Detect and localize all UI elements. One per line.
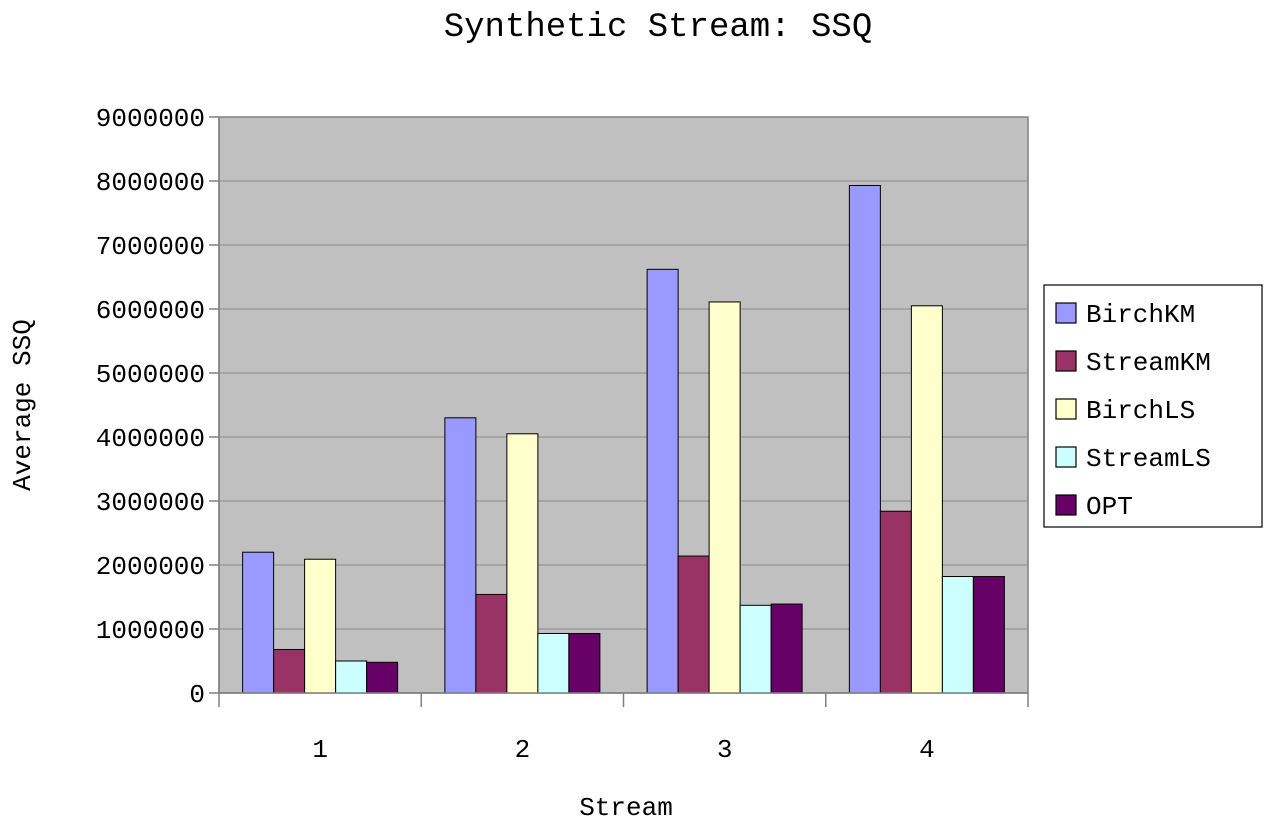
y-tick-label: 4000000 <box>96 424 205 454</box>
legend-swatch-streamkm <box>1055 350 1077 372</box>
bar-opt-4 <box>972 576 1005 694</box>
bar-birchkm-3 <box>646 268 679 694</box>
bar-birchkm-4 <box>848 184 881 694</box>
legend-swatch-birchkm <box>1055 302 1077 324</box>
bar-streamls-3 <box>739 604 772 694</box>
bar-streamkm-1 <box>273 648 306 694</box>
legend-label-streamls: StreamLS <box>1086 444 1211 474</box>
y-tick-label: 0 <box>189 680 205 710</box>
bar-birchls-4 <box>910 305 943 694</box>
y-tick-label: 7000000 <box>96 232 205 262</box>
x-tick-label: 3 <box>717 735 733 765</box>
x-tick-label: 4 <box>919 735 935 765</box>
bar-birchls-3 <box>708 301 741 694</box>
bar-streamls-4 <box>941 576 974 694</box>
bar-streamls-2 <box>537 632 570 694</box>
y-tick-label: 5000000 <box>96 360 205 390</box>
x-tick-label: 2 <box>515 735 531 765</box>
legend-swatch-streamls <box>1055 446 1077 468</box>
legend-swatch-birchls <box>1055 398 1077 420</box>
bar-birchls-1 <box>304 558 337 694</box>
legend-swatch-opt <box>1055 494 1077 516</box>
bar-birchls-2 <box>506 433 539 694</box>
legend-box <box>1043 284 1263 528</box>
bar-opt-3 <box>770 603 803 694</box>
legend-label-streamkm: StreamKM <box>1086 348 1211 378</box>
x-axis-ticks: 1 2 3 4 <box>218 693 1029 765</box>
bars <box>242 184 1005 694</box>
chart-title: Synthetic Stream: SSQ <box>444 9 872 47</box>
bar-streamls-1 <box>335 660 368 694</box>
legend-label-birchkm: BirchKM <box>1086 300 1195 330</box>
y-tick-label: 8000000 <box>96 168 205 198</box>
legend-label-opt: OPT <box>1086 492 1133 522</box>
bar-opt-1 <box>366 661 399 694</box>
y-tick-label: 6000000 <box>96 296 205 326</box>
bar-streamkm-2 <box>475 593 508 694</box>
y-tick-label: 9000000 <box>96 104 205 134</box>
y-tick-label: 2000000 <box>96 552 205 582</box>
x-axis-label: Stream <box>579 793 673 823</box>
legend: BirchKM StreamKM BirchLS StreamLS OPT <box>1043 284 1263 528</box>
bar-streamkm-4 <box>879 510 912 694</box>
x-tick-label: 1 <box>312 735 328 765</box>
bar-birchkm-2 <box>444 417 477 694</box>
bar-streamkm-3 <box>677 555 710 694</box>
y-tick-label: 1000000 <box>96 616 205 646</box>
y-axis-label: Average SSQ <box>8 319 38 491</box>
legend-label-birchls: BirchLS <box>1086 396 1195 426</box>
bar-birchkm-1 <box>242 551 275 694</box>
y-axis-ticks: 0 1000000 2000000 3000000 4000000 5000000 6000… <box>96 104 219 710</box>
y-tick-label: 3000000 <box>96 488 205 518</box>
bar-opt-2 <box>568 632 601 694</box>
